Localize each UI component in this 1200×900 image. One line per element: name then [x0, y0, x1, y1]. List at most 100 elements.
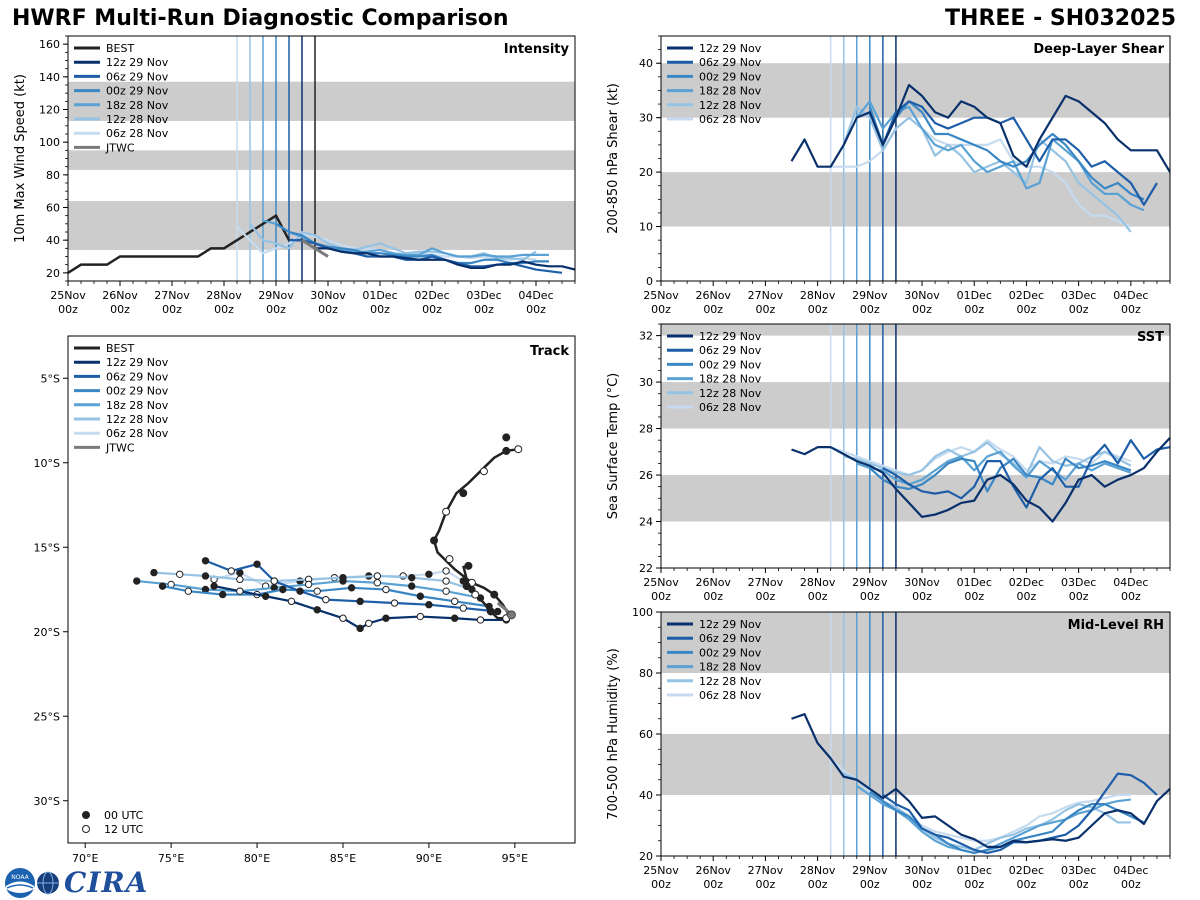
- track-xtick-label-0: 70°E: [72, 852, 98, 865]
- sst-xtick-label-2: 27Nov: [748, 576, 784, 589]
- track-chart: 5°S 10°S 15°S 20°S 25°S 30°S 70°E 75°E 80°E 85°E 9…: [34, 335, 576, 865]
- shear-ytick-label-1: 10: [639, 221, 653, 234]
- sst-xtick-sublabel-6: 00z: [964, 590, 984, 603]
- track-series-point: [184, 587, 193, 595]
- rh-xtick-sublabel-1: 00z: [703, 878, 723, 891]
- track-series-point: [322, 595, 330, 604]
- track-best-point: [430, 536, 439, 545]
- legend-label-2: 00z 29 Nov: [699, 70, 762, 83]
- intensity-xtick-sublabel-7: 00z: [422, 303, 442, 316]
- intensity-xtick-sublabel-8: 00z: [474, 303, 494, 316]
- track-best-point: [442, 507, 451, 516]
- intensity-panel-title: Intensity: [504, 42, 570, 57]
- rh-series-line-4: [843, 772, 1131, 852]
- legend-label-0: BEST: [106, 42, 134, 55]
- legend-label-4: 18z 28 Nov: [106, 99, 169, 112]
- track-ytick-label-0: 5°S: [41, 372, 60, 385]
- sst-xtick-label-9: 04Dec: [1113, 576, 1148, 589]
- intensity-xtick-label-7: 02Dec: [414, 289, 449, 302]
- intensity-threshold-band-2: [68, 81, 575, 121]
- shear-xtick-sublabel-6: 00z: [964, 303, 984, 316]
- rh-xtick-label-7: 02Dec: [1009, 864, 1044, 877]
- shear-series-line-5: [830, 116, 1132, 228]
- legend-label-3: 18z 28 Nov: [699, 373, 762, 386]
- intensity-xtick-sublabel-2: 00z: [162, 303, 182, 316]
- intensity-xtick-sublabel-3: 00z: [214, 303, 234, 316]
- intensity-xtick-sublabel-9: 00z: [526, 303, 546, 316]
- sst-xtick-sublabel-0: 00z: [651, 590, 671, 603]
- noaa-text: NOAA: [11, 874, 29, 881]
- storm-id-title: THREE - SH032025: [945, 6, 1176, 31]
- intensity-chart: 2040608010012014016025Nov00z26Nov00z27No…: [13, 35, 576, 316]
- intensity-xtick-sublabel-1: 00z: [110, 303, 130, 316]
- shear-ylabel: 200-850 hPa Shear (kt): [606, 83, 621, 234]
- sst-xtick-sublabel-1: 00z: [703, 590, 723, 603]
- legend-label-3: 00z 29 Nov: [106, 85, 169, 98]
- track-xtick-label-4: 90°E: [416, 852, 442, 865]
- cira-logo: NOAA CIRA: [4, 866, 148, 899]
- shear-xtick-label-2: 27Nov: [748, 289, 784, 302]
- rh-xtick-label-9: 04Dec: [1113, 864, 1148, 877]
- sst-plot-area: [661, 324, 1170, 568]
- shear-xtick-sublabel-7: 00z: [1017, 303, 1037, 316]
- track-xtick-label-5: 95°E: [502, 852, 528, 865]
- track-series-point: [158, 582, 167, 590]
- rh-xtick-label-0: 25Nov: [643, 864, 679, 877]
- marker-legend-label-1: 12 UTC: [104, 823, 144, 836]
- legend-label-0: 12z 29 Nov: [699, 42, 762, 55]
- legend-label-5: 12z 28 Nov: [106, 413, 169, 426]
- sst-xtick-label-0: 25Nov: [643, 576, 679, 589]
- legend-label-1: 12z 29 Nov: [106, 56, 169, 69]
- rh-xtick-sublabel-9: 00z: [1121, 878, 1141, 891]
- track-ytick-label-2: 15°S: [34, 541, 60, 554]
- intensity-ytick-label-1: 40: [46, 234, 60, 247]
- legend-label-5: 06z 28 Nov: [699, 689, 762, 702]
- rh-xtick-sublabel-0: 00z: [651, 878, 671, 891]
- track-series-point: [408, 573, 416, 582]
- intensity-xtick-label-1: 26Nov: [102, 289, 138, 302]
- sst-xtick-label-7: 02Dec: [1009, 576, 1044, 589]
- track-series-point: [476, 616, 485, 624]
- track-series-point: [304, 580, 313, 589]
- rh-xtick-sublabel-3: 00z: [808, 878, 828, 891]
- rh-series-line-3: [856, 784, 1131, 855]
- cira-globe-icon: [37, 871, 59, 894]
- legend-label-1: 12z 29 Nov: [106, 356, 169, 369]
- track-series-point: [279, 585, 287, 594]
- track-series-point: [201, 557, 210, 565]
- sst-threshold-band-2: [661, 324, 1170, 336]
- intensity-xtick-label-9: 04Dec: [518, 289, 553, 302]
- sst-xtick-label-6: 01Dec: [957, 576, 992, 589]
- sst-xtick-label-8: 03Dec: [1061, 576, 1096, 589]
- legend-label-7: JTWC: [105, 441, 135, 454]
- legend-label-5: 12z 28 Nov: [106, 113, 169, 126]
- intensity-xtick-sublabel-4: 00z: [266, 303, 286, 316]
- rh-ytick-label-4: 100: [632, 606, 653, 619]
- shear-series-line-1: [881, 100, 1158, 206]
- intensity-xtick-label-2: 27Nov: [154, 289, 190, 302]
- cira-text: CIRA: [64, 866, 149, 899]
- track-best-point: [464, 561, 473, 570]
- track-series-point: [347, 584, 356, 592]
- track-series-point: [356, 624, 364, 633]
- legend-label-4: 12z 28 Nov: [699, 675, 762, 688]
- track-series-point: [390, 599, 399, 607]
- sst-series-line-1: [882, 439, 1170, 509]
- sst-threshold-band-1: [661, 382, 1170, 429]
- legend-label-3: 18z 28 Nov: [699, 85, 762, 98]
- track-best-point: [479, 467, 488, 476]
- intensity-best-line: [68, 213, 316, 274]
- track-series-point: [356, 597, 364, 606]
- shear-ytick-label-2: 20: [639, 166, 653, 179]
- legend-label-6: 06z 28 Nov: [106, 427, 169, 440]
- track-series-point: [450, 614, 459, 622]
- legend-label-5: 06z 28 Nov: [699, 401, 762, 414]
- marker-legend-symbol-0: [82, 811, 90, 819]
- rh-chart: 2040608010025Nov00z26Nov00z27Nov00z28Nov…: [606, 606, 1171, 891]
- rh-ytick-label-1: 40: [639, 789, 653, 802]
- rh-xtick-sublabel-2: 00z: [756, 878, 776, 891]
- sst-xtick-label-1: 26Nov: [695, 576, 731, 589]
- track-series-point: [201, 572, 210, 580]
- intensity-ytick-label-5: 120: [39, 104, 60, 117]
- shear-xtick-label-6: 01Dec: [957, 289, 992, 302]
